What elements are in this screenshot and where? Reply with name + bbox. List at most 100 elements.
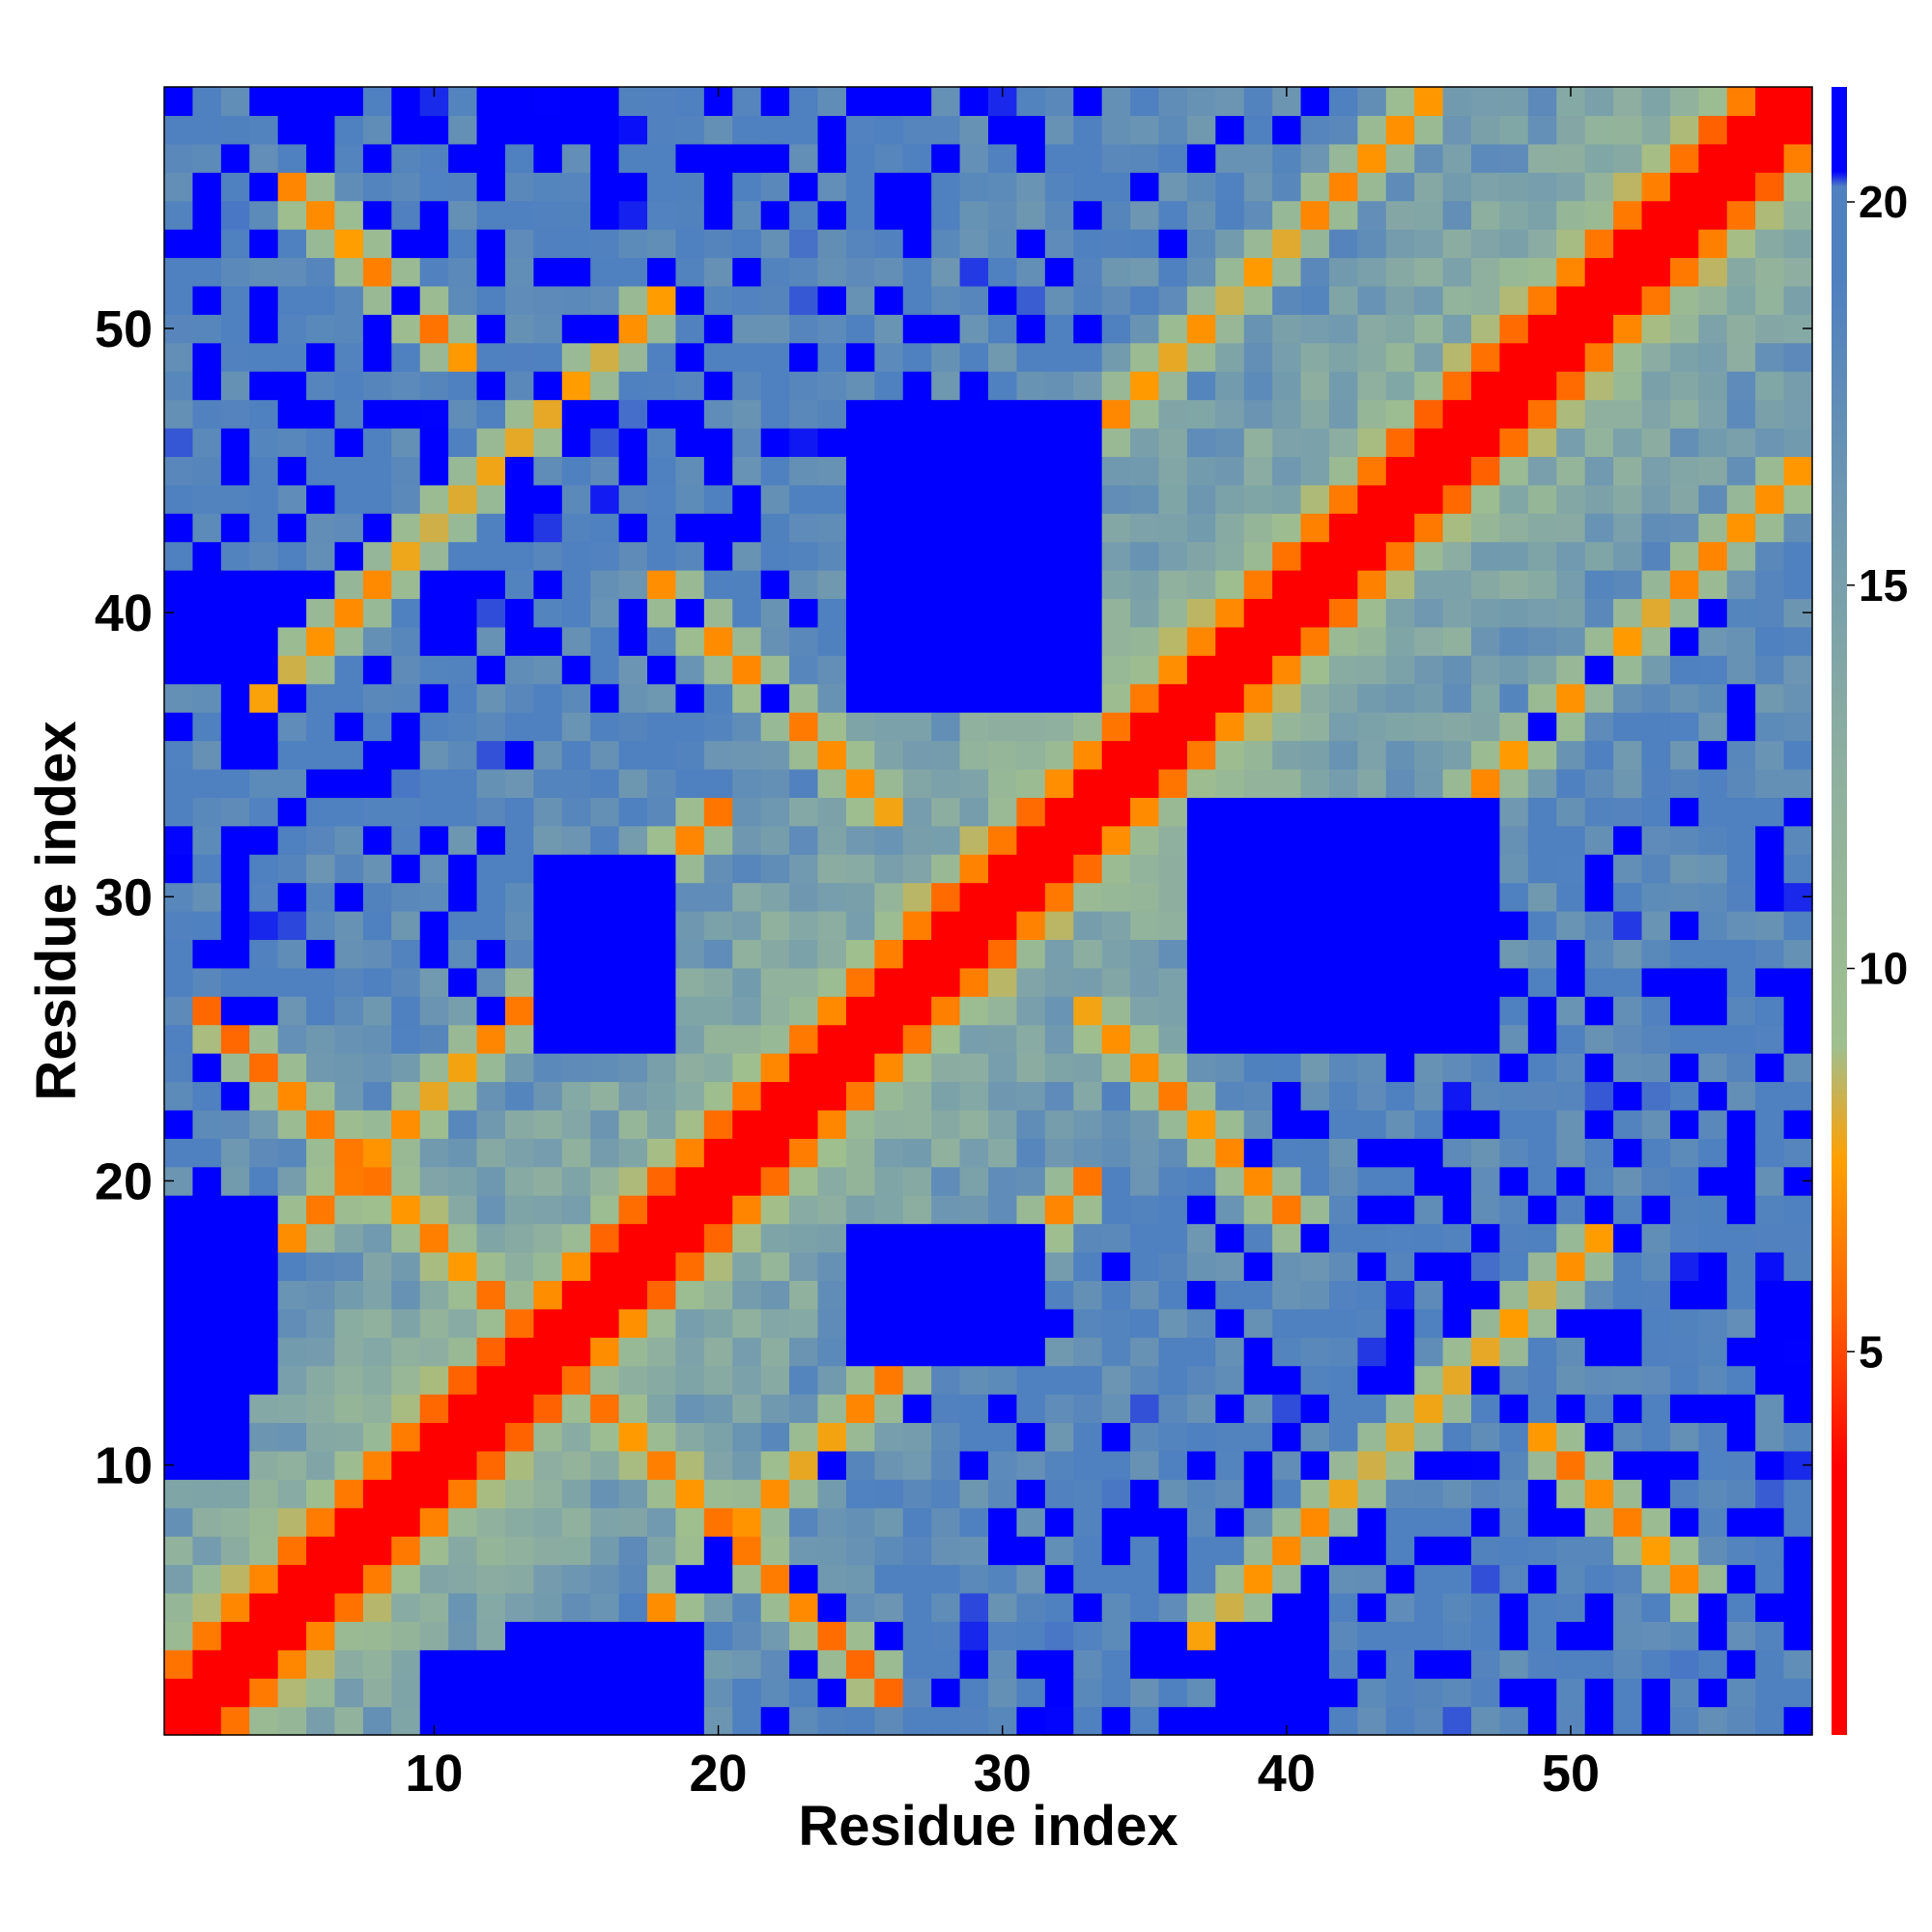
heatmap-cell [590,484,620,514]
heatmap-cell [1328,172,1358,202]
heatmap-cell [1755,1536,1785,1566]
heatmap-cell [902,143,932,173]
heatmap-cell [362,115,392,145]
heatmap-cell [789,200,819,230]
heatmap-cell [164,939,194,969]
heatmap-cell [845,854,875,884]
heatmap-cell [1499,513,1529,543]
heatmap-cell [1272,200,1302,230]
heatmap-cell [1130,1166,1160,1196]
heatmap-cell [1073,1280,1103,1310]
heatmap-cell [1272,1308,1302,1338]
heatmap-cell [533,1337,563,1367]
heatmap-cell [561,1479,591,1509]
heatmap-cell [249,314,279,344]
heatmap-cell [334,1195,364,1225]
heatmap-cell [931,1337,961,1367]
heatmap-cell [1584,87,1614,117]
heatmap-cell [590,854,620,884]
heatmap-cell [1755,143,1785,173]
heatmap-cell [760,1507,790,1537]
heatmap-cell [1471,712,1501,742]
heatmap-cell [1328,456,1358,486]
heatmap-cell [959,115,989,145]
heatmap-cell [817,1422,847,1452]
heatmap-cell [1073,996,1103,1026]
heatmap-cell [760,1166,790,1196]
heatmap-cell [1186,1678,1216,1708]
heatmap-cell [164,456,194,486]
heatmap-cell [703,172,733,202]
heatmap-cell [1698,882,1728,912]
heatmap-cell [1442,484,1472,514]
heatmap-cell [1328,1479,1358,1509]
heatmap-cell [1442,1081,1472,1111]
heatmap-cell [1186,626,1216,656]
heatmap-cell [1726,598,1756,628]
heatmap-cell [845,1337,875,1367]
heatmap-cell [959,655,989,685]
heatmap-cell [1726,87,1756,117]
heatmap-cell [277,87,307,117]
heatmap-cell [1016,87,1046,117]
heatmap-cell [362,342,392,372]
heatmap-cell [249,1223,279,1253]
heatmap-cell [732,1479,762,1509]
heatmap-cell [590,1365,620,1395]
heatmap-cell [1669,285,1699,315]
heatmap-cell [1215,427,1245,457]
heatmap-cell [277,314,307,344]
heatmap-cell [1130,1450,1160,1480]
heatmap-cell [1044,1109,1074,1139]
heatmap-cell [1385,229,1415,259]
heatmap-cell [362,200,392,230]
heatmap-cell [817,541,847,571]
heatmap-cell [362,712,392,742]
heatmap-cell [1357,1337,1387,1367]
heatmap-cell [1357,87,1387,117]
heatmap-cell [959,939,989,969]
heatmap-cell [1442,87,1472,117]
heatmap-cell [1328,768,1358,798]
heatmap-cell [1073,768,1103,798]
heatmap-cell [1130,115,1160,145]
heatmap-cell [675,314,705,344]
heatmap-cell [504,1649,534,1679]
heatmap-cell [1471,1621,1501,1651]
heatmap-cell [1385,1564,1415,1594]
heatmap-cell [902,484,932,514]
heatmap-cell [1158,712,1188,742]
heatmap-cell [1641,1024,1671,1054]
heatmap-cell [1044,314,1074,344]
heatmap-cell [1130,1024,1160,1054]
heatmap-cell [1641,1507,1671,1537]
heatmap-cell [789,882,819,912]
heatmap-cell [760,1308,790,1338]
heatmap-cell [1669,427,1699,457]
heatmap-cell [1698,1479,1728,1509]
heatmap-cell [1527,314,1557,344]
heatmap-cell [1130,1223,1160,1253]
heatmap-cell [1755,87,1785,117]
heatmap-cell [1272,1223,1302,1253]
heatmap-cell [1471,1479,1501,1509]
heatmap-cell [1130,740,1160,770]
heatmap-cell [1101,1053,1131,1083]
heatmap-cell [1527,342,1557,372]
heatmap-cell [391,1706,421,1736]
heatmap-cell [476,854,506,884]
heatmap-cell [931,967,961,997]
heatmap-cell [789,541,819,571]
heatmap-cell [1499,570,1529,600]
heatmap-cell [220,996,250,1026]
heatmap-cell [1272,484,1302,514]
heatmap-cell [817,967,847,997]
heatmap-cell [1385,1308,1415,1338]
heatmap-cell [1130,825,1160,855]
heatmap-cell [1669,1081,1699,1111]
heatmap-cell [1186,399,1216,429]
heatmap-cell [732,1223,762,1253]
heatmap-cell [362,1450,392,1480]
heatmap-cell [732,1280,762,1310]
heatmap-cell [1442,882,1472,912]
